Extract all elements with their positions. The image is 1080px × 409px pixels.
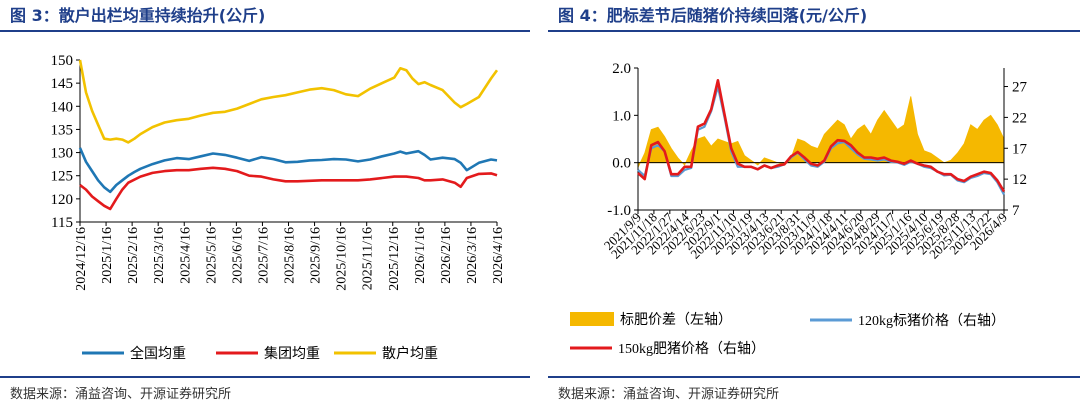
y-tick-label: 130 [51,146,74,162]
x-tick-label: 2025/4/16 [178,227,193,284]
x-tick-label: 2025/10/16 [335,227,350,291]
x-tick-label: 2026/1/16 [413,227,428,284]
x-tick-label: 2025/9/16 [309,227,324,284]
x-tick-label: 2025/7/16 [256,227,271,284]
legend-label: 标肥价差（左轴） [620,312,732,328]
series-line-150kg肥猪价格（右轴） [637,79,1006,193]
title-rule [548,30,1080,32]
y-tick-label: 125 [51,169,74,185]
x-tick-label: 2026/4/16 [491,227,506,284]
y-left-tick-label: 0.0 [612,156,631,172]
series-line-全国均重 [78,147,498,194]
series-line-散户均重 [78,59,499,144]
chart-panel-left: 图 3：散户出栏均重持续抬升(公斤) 115 120 125 130 135 140 145… [0,0,530,409]
y-left-tick-label: -1.0 [607,203,631,219]
x-tick-label: 2024/12/16 [74,227,89,291]
x-tick-label: 2025/12/16 [387,227,402,291]
legend-label: 150kg肥猪价格（右轴） [618,341,765,357]
x-tick-label: 2025/5/16 [204,227,219,284]
y-right-tick-label: 22 [1012,110,1027,126]
y-right-tick-label: 27 [1012,80,1028,96]
x-tick-label: 2025/1/16 [100,227,115,284]
y-left-tick-label: 2.0 [612,61,631,77]
y-tick-label: 150 [51,53,74,69]
legend-label: 120kg标猪价格（右轴） [858,313,1005,329]
x-tick-label: 2026/3/16 [465,227,480,284]
source-rule [0,376,530,378]
chart-title: 图 4：肥标差节后随猪价持续回落(元/公斤) [558,6,868,25]
source-note: 数据来源：涌益咨询、开源证券研究所 [558,387,780,402]
x-tick-label: 2025/2/16 [126,227,141,284]
y-right-tick-label: 17 [1012,141,1028,157]
series-line-集团均重 [79,166,498,211]
y-tick-label: 145 [51,76,74,92]
legend-label: 散户均重 [382,345,438,362]
source-note: 数据来源：涌益咨询、开源证券研究所 [10,387,232,402]
x-tick-label: 2025/11/16 [361,227,376,290]
y-right-tick-label: 7 [1012,203,1020,219]
y-tick-label: 120 [51,192,74,208]
chart-title: 图 3：散户出栏均重持续抬升(公斤) [10,6,266,25]
source-rule [548,376,1080,378]
y-right-tick-label: 12 [1012,172,1027,188]
x-tick-label: 2025/3/16 [152,227,167,284]
spread-chart: -1.00.01.02.07121722272021/9/92021/11/18… [570,61,1028,357]
y-tick-label: 115 [51,215,73,231]
legend-swatch [570,312,614,326]
x-tick-label: 2026/2/16 [439,227,454,284]
legend-label: 集团均重 [264,345,320,362]
legend-label: 全国均重 [130,345,186,362]
chart-panel-right: 图 4：肥标差节后随猪价持续回落(元/公斤) -1.0 0.0 1.0 2.0 7 12 1… [548,0,1080,409]
y-tick-label: 140 [51,99,74,115]
x-tick-label: 2025/6/16 [230,227,245,284]
weight-chart: 115 120 125 130 135 140 145 150 2024/12/16 2025/1… [51,53,507,362]
title-rule [0,30,530,32]
y-left-tick-label: 1.0 [612,108,631,124]
y-tick-label: 135 [51,122,74,138]
x-tick-label: 2025/8/16 [283,227,298,284]
